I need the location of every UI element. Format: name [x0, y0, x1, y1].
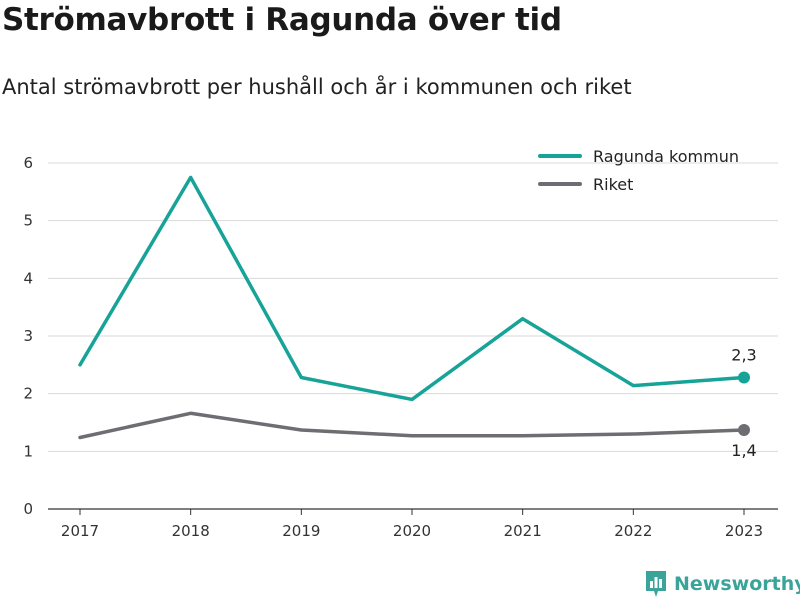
x-tick-label: 2021: [504, 522, 542, 540]
y-tick-label: 5: [23, 212, 33, 230]
axes: 0 1 2 3 4 5 6 2017 2018 2019 2020 2021 2022 2023: [23, 154, 778, 540]
legend: Ragunda kommun Riket: [538, 147, 739, 194]
series-line-0: [78, 175, 746, 402]
x-tick-label: 2017: [61, 522, 99, 540]
y-tick-label: 0: [23, 500, 33, 518]
y-tick-label: 1: [23, 442, 33, 460]
series-end-point-1: [738, 423, 750, 436]
newsworthy-logo-icon: [646, 571, 666, 597]
series-lines: 2,3 1,4: [78, 175, 757, 460]
x-tick-label: 2018: [172, 522, 210, 540]
legend-label-1: Riket: [593, 175, 633, 194]
legend-label-0: Ragunda kommun: [593, 147, 739, 166]
series-end-point-0: [738, 371, 750, 384]
x-tick-label: 2022: [614, 522, 652, 540]
chart-title: Strömavbrott i Ragunda över tid: [2, 2, 562, 38]
x-tick-label: 2020: [393, 522, 431, 540]
y-tick-label: 4: [23, 269, 33, 287]
y-tick-label: 6: [23, 154, 33, 172]
series-end-label-1: 1,4: [731, 441, 756, 460]
brand-name: Newsworthy: [674, 573, 800, 595]
y-tick-label: 3: [23, 327, 33, 345]
grid-lines: [48, 162, 778, 452]
newsworthy-logo[interactable]: Newsworthy: [644, 568, 800, 600]
x-tick-label: 2023: [725, 522, 763, 540]
chart-subtitle: Antal strömavbrott per hushåll och år i …: [2, 75, 632, 99]
x-tick-label: 2019: [282, 522, 320, 540]
series-end-label-0: 2,3: [731, 346, 756, 365]
series-line-1: [78, 411, 746, 440]
y-tick-label: 2: [23, 385, 33, 403]
